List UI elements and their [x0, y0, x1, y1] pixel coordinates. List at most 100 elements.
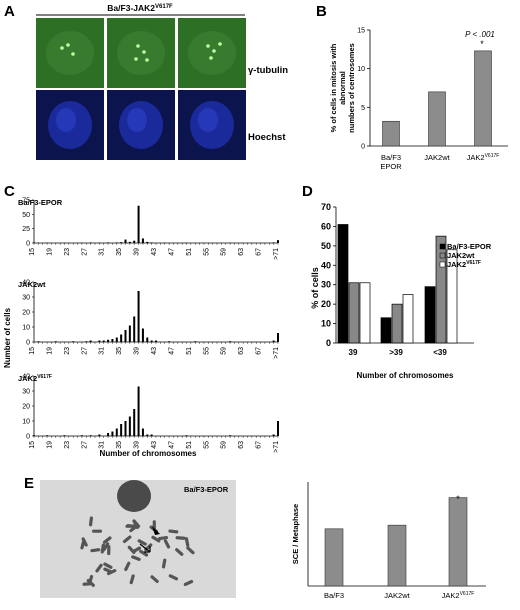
centrosome-dot-3-2: [212, 49, 216, 53]
histogram-bar: [103, 341, 105, 343]
histogram-bar: [125, 240, 127, 243]
histogram-ytick-label: 0: [26, 434, 30, 441]
histogram-ytick-label: 10: [22, 419, 30, 426]
histogram-bar: [133, 317, 135, 343]
histogram-xtick-label: 63: [238, 248, 245, 256]
panel-b-cat1-line2: EPOR: [380, 162, 402, 171]
histogram-bar: [138, 387, 140, 437]
panel-d-bar: [360, 283, 370, 343]
panel-c-sub3: JAK2V617F: [18, 374, 52, 383]
histogram-bar: [107, 242, 109, 243]
legend-label-wt: JAK2wt: [447, 251, 475, 260]
histogram-bar: [72, 341, 74, 342]
histogram-ytick-label: 0: [26, 340, 30, 347]
panel-d-bar: [392, 304, 402, 343]
histogram-ytick-label: 20: [22, 310, 30, 317]
panel-d-xlabel: Number of chromosomes: [357, 371, 454, 380]
legend-swatch-v617f: [440, 262, 445, 267]
histogram-bar: [142, 329, 144, 343]
histogram-bar: [107, 433, 109, 436]
panel-d-bar: [436, 236, 446, 343]
histogram-xtick-label: 43: [151, 347, 158, 355]
tubulin-images: [36, 18, 246, 88]
histogram-bar: [120, 424, 122, 436]
panel-d-legend: Ba/F3-EPOR JAK2wt JAK2V617F: [440, 242, 492, 269]
panel-d-bar: [425, 287, 435, 343]
histogram-bar: [81, 435, 83, 436]
histogram-xtick-label: 19: [46, 441, 53, 449]
histogram-bar: [98, 435, 100, 437]
histogram-xtick-label: 55: [203, 248, 210, 256]
panel-d-category-label: <39: [433, 348, 447, 357]
histogram-xtick-label: 67: [256, 347, 263, 355]
histogram-xtick-label: 67: [256, 248, 263, 256]
panel-d-category-label: 39: [349, 348, 358, 357]
histogram-xtick-label: 15: [29, 441, 36, 449]
panel-d-ytick-label: 20: [321, 299, 331, 309]
histogram-xtick-label: 39: [134, 248, 141, 256]
panel-e-ylabel: SCE / Metaphase: [291, 504, 300, 564]
histogram-bar: [146, 338, 148, 343]
histogram-bar: [229, 341, 231, 342]
histogram-bar: [168, 341, 170, 342]
histogram-ytick-label: 10: [22, 325, 30, 332]
histogram-xtick-label: 23: [64, 347, 71, 355]
panel-c-sub1: Ba/F3-EPOR: [18, 198, 63, 207]
panel-b-ylabel-line: % of cells in mitosis with: [329, 43, 338, 132]
histogram-bar: [142, 429, 144, 437]
histogram-xtick-label: 47: [168, 248, 175, 256]
histogram-xtick-label: 47: [168, 441, 175, 449]
centrosome-dot-2-4: [145, 58, 149, 62]
panel-b-cat2: JAK2wt: [424, 153, 450, 162]
histogram-bar: [125, 421, 127, 436]
histogram-bar: [107, 340, 109, 342]
histogram-bar: [129, 326, 131, 343]
centrosome-dot-2-1: [136, 44, 140, 48]
histogram-bar: [194, 341, 196, 342]
panel-b-bar: [475, 51, 492, 146]
histogram-xtick-label: >71: [273, 248, 280, 260]
histogram-bar: [133, 409, 135, 436]
panel-e-letter: E: [24, 475, 34, 492]
panel-e-star: *: [456, 494, 460, 504]
panel-b-ytick-label: 15: [357, 28, 365, 35]
histogram-xtick-label: 63: [238, 347, 245, 355]
row-label-tubulin: γ-tubulin: [248, 65, 288, 76]
histogram-xtick-label: 63: [238, 441, 245, 449]
panel-e-bars: [325, 498, 467, 586]
centrosome-dot-1-3: [71, 52, 75, 56]
histogram-bar: [142, 238, 144, 243]
panel-d-ytick-label: 30: [321, 280, 331, 290]
panel-d-ytick-label: 60: [321, 221, 331, 231]
histogram-bar: [129, 417, 131, 437]
panel-b-ytick-label: 0: [361, 144, 365, 151]
centrosome-dot-2-2: [142, 50, 146, 54]
panel-b-letter: B: [316, 3, 327, 20]
panel-c-letter: C: [4, 183, 15, 200]
histogram-bar: [277, 333, 279, 342]
legend-swatch-wt: [440, 253, 445, 258]
panel-e: E Ba/F3-EPOR SCE / Metaphase * Ba/F3 JAK…: [24, 475, 486, 600]
histogram-xtick-label: 51: [186, 441, 193, 449]
histogram-xtick-label: 23: [64, 441, 71, 449]
panel-e-cat1: Ba/F3: [324, 591, 344, 600]
histogram-xtick-label: 55: [203, 441, 210, 449]
histogram-bar: [151, 435, 153, 437]
panel-b-pvalue: P < .001: [465, 30, 495, 39]
panel-d-category-label: >39: [389, 348, 403, 357]
histogram-bar: [138, 206, 140, 243]
panel-b-bar: [429, 92, 446, 146]
panel-c-sub2: JAK2wt: [18, 280, 46, 289]
panel-b-cat1-line1: Ba/F3: [381, 153, 401, 162]
histogram-bar: [120, 242, 122, 243]
histogram-xtick-label: 23: [64, 248, 71, 256]
histogram-ytick-label: 30: [22, 295, 30, 302]
panel-e-bar: [325, 529, 343, 586]
histogram-ytick-label: 50: [22, 212, 30, 219]
histogram-xtick-label: >71: [273, 347, 280, 359]
histogram-xtick-label: 27: [81, 248, 88, 256]
